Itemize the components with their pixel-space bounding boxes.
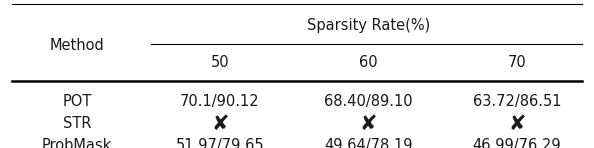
Text: ✘: ✘ [359, 114, 377, 134]
Text: 63.72/86.51: 63.72/86.51 [473, 94, 561, 109]
Text: 51.97/79.65: 51.97/79.65 [175, 138, 264, 148]
Text: ✘: ✘ [211, 114, 229, 134]
Text: 50: 50 [210, 55, 229, 70]
Text: 70: 70 [507, 55, 526, 70]
Text: Method: Method [50, 38, 105, 53]
Text: 46.99/76.29: 46.99/76.29 [472, 138, 561, 148]
Text: 60: 60 [359, 55, 378, 70]
Text: STR: STR [63, 116, 91, 131]
Text: 68.40/89.10: 68.40/89.10 [324, 94, 413, 109]
Text: POT: POT [62, 94, 92, 109]
Text: ProbMask: ProbMask [42, 138, 112, 148]
Text: 49.64/78.19: 49.64/78.19 [324, 138, 412, 148]
Text: Sparsity Rate(%): Sparsity Rate(%) [307, 18, 430, 33]
Text: 70.1/90.12: 70.1/90.12 [180, 94, 260, 109]
Text: ✘: ✘ [508, 114, 526, 134]
